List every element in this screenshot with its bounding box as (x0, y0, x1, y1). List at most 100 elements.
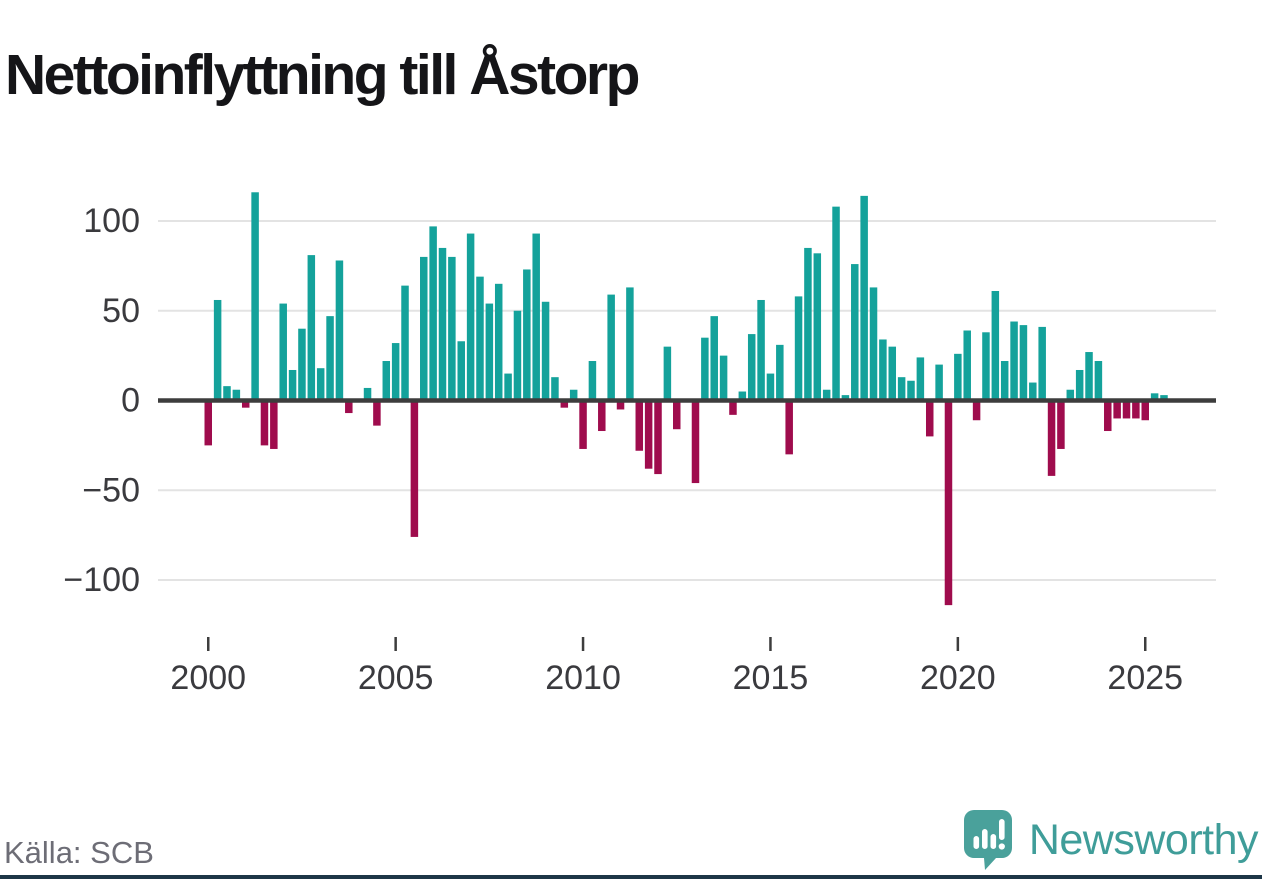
bar-negative (410, 400, 419, 537)
bottom-brand-strip (0, 875, 1262, 879)
y-axis-label: 0 (121, 382, 140, 420)
bar-positive (213, 299, 222, 401)
bar-positive (316, 368, 325, 401)
bar-negative (373, 400, 381, 426)
bar-negative (579, 400, 587, 449)
x-axis-label: 2000 (170, 659, 246, 697)
bar-positive (991, 291, 1000, 401)
bar-positive (916, 357, 925, 401)
logo-bar-2 (981, 829, 988, 849)
bar-positive (532, 233, 540, 401)
bar-negative (691, 400, 700, 484)
bar-positive (251, 192, 259, 401)
bar-positive (719, 355, 728, 401)
bar-negative (729, 400, 737, 415)
bar-positive (476, 276, 484, 401)
bar-positive (860, 195, 868, 401)
bar-negative (1113, 400, 1121, 419)
bar-positive (1000, 361, 1009, 401)
bar-positive (776, 344, 784, 401)
bar-negative (241, 400, 250, 408)
bar-positive (1029, 382, 1037, 401)
bar-positive (438, 247, 447, 401)
bar-positive (494, 283, 503, 401)
bar-positive (766, 373, 775, 401)
x-axis-label: 2010 (545, 659, 621, 697)
bar-positive (804, 247, 812, 401)
bar-positive (1066, 389, 1075, 401)
newsworthy-brand: Newsworthy (963, 810, 1259, 870)
bar-positive (513, 310, 522, 401)
y-axis-label: 100 (83, 202, 140, 240)
bar-positive (963, 330, 971, 401)
bar-negative (1047, 400, 1056, 476)
bar-positive (607, 294, 615, 401)
bar-positive (1010, 321, 1018, 401)
bar-positive (298, 328, 306, 401)
bar-positive (279, 303, 287, 401)
bar-negative (270, 400, 278, 449)
bar-positive (420, 256, 428, 401)
brand-wordmark: Newsworthy (1028, 815, 1259, 864)
bar-positive (794, 296, 803, 401)
bar-positive (1160, 395, 1168, 401)
bar-positive (466, 233, 475, 401)
bar-positive (569, 389, 578, 401)
bar-positive (888, 346, 897, 401)
bar-positive (429, 226, 437, 401)
bar-positive (448, 256, 456, 401)
bar-negative (673, 400, 681, 430)
bar-positive (851, 264, 859, 401)
bar-positive (747, 334, 756, 401)
bar-negative (1057, 400, 1065, 449)
bar-negative (345, 400, 353, 414)
bar-positive (935, 364, 943, 401)
x-axis-label: 2020 (920, 659, 996, 697)
logo-bar-3 (990, 834, 996, 849)
bar-negative (1141, 400, 1149, 421)
y-axis-label: −100 (63, 561, 140, 599)
bar-positive (504, 373, 512, 401)
bar-positive (869, 287, 878, 401)
bar-positive (401, 285, 409, 401)
bar-negative (635, 400, 644, 451)
bar-positive (738, 391, 747, 401)
bar-negative (654, 400, 662, 475)
bar-positive (551, 377, 559, 401)
bar-positive (457, 341, 465, 401)
bar-positive (822, 389, 831, 401)
bar-positive (813, 253, 822, 401)
bar-positive (1019, 325, 1028, 401)
x-axis-label: 2005 (358, 659, 434, 697)
newsworthy-logo-icon (963, 810, 1012, 870)
bar-positive (982, 332, 990, 401)
logo-exclamation-bar (998, 819, 1005, 840)
bar-positive (363, 387, 372, 401)
y-axis-label: 50 (102, 292, 140, 330)
bar-positive (1038, 326, 1046, 401)
bar-positive (1085, 352, 1093, 401)
logo-exclamation-dot (998, 843, 1005, 850)
bar-positive (954, 353, 962, 401)
bar-positive (701, 337, 709, 401)
bar-negative (204, 400, 212, 446)
bar-positive (588, 361, 597, 401)
bar-positive (879, 339, 887, 401)
bar-positive (307, 255, 316, 401)
bar-negative (644, 400, 653, 469)
bar-positive (326, 316, 334, 401)
y-axis-label: −50 (82, 471, 140, 509)
bar-positive (523, 269, 531, 401)
bar-negative (785, 400, 793, 455)
bar-positive (288, 369, 297, 401)
bar-positive (710, 316, 718, 401)
bar-positive (223, 386, 231, 401)
bar-positive (485, 303, 494, 401)
bar-positive (1094, 361, 1103, 401)
bar-negative (1122, 400, 1131, 419)
bar-positive (663, 346, 672, 401)
bar-negative (1132, 400, 1140, 419)
bar-positive (757, 299, 765, 401)
bar-positive (541, 301, 550, 401)
